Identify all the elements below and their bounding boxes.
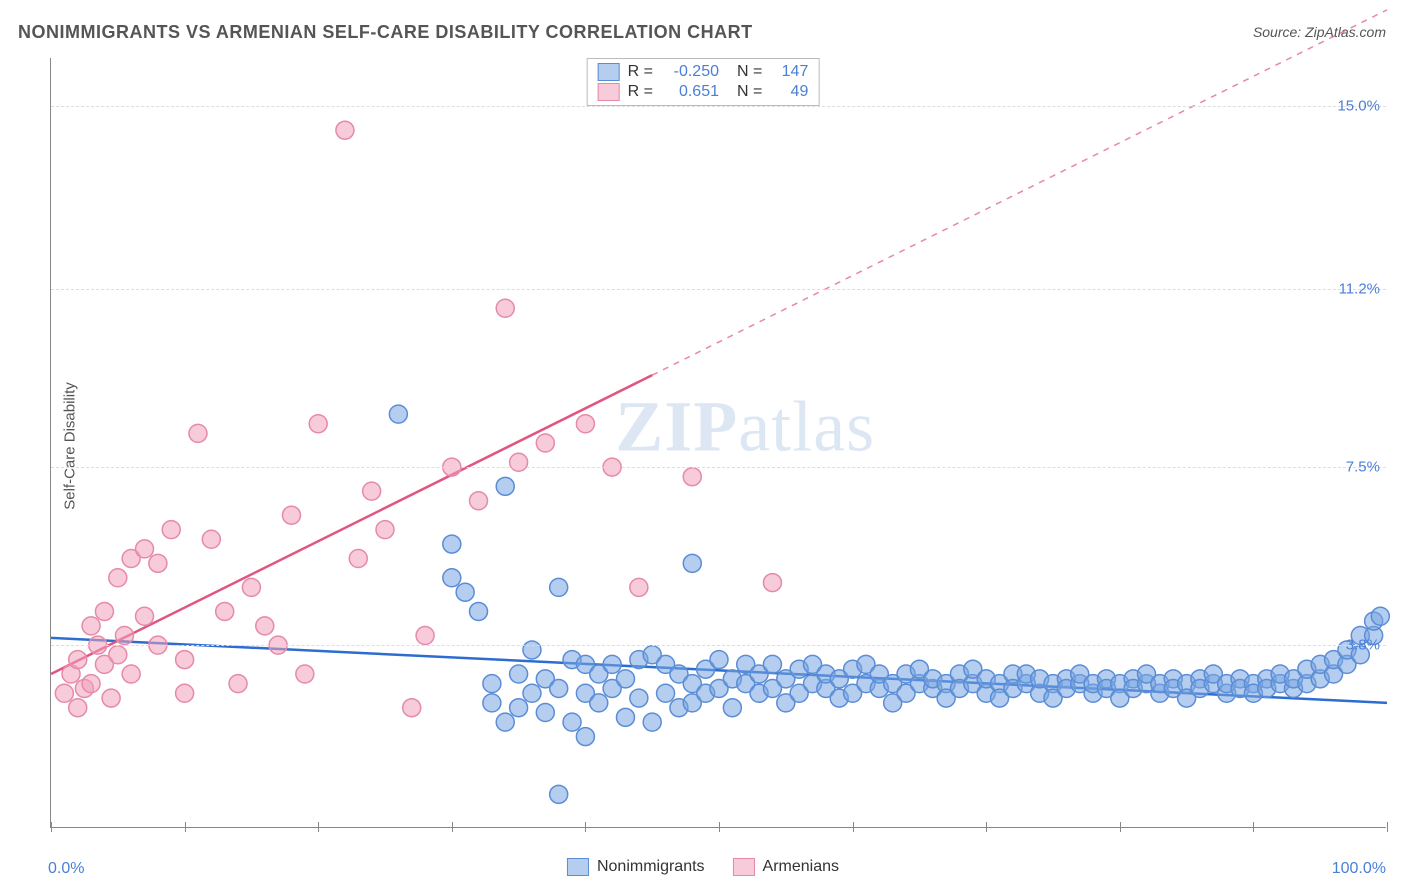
plot-area: ZIPatlas 3.8%7.5%11.2%15.0% — [50, 58, 1386, 828]
source-attribution: Source: ZipAtlas.com — [1253, 24, 1386, 40]
y-tick-label: 3.8% — [1346, 637, 1380, 654]
x-axis-max-label: 100.0% — [1332, 860, 1386, 878]
stats-r-value: -0.250 — [661, 63, 719, 81]
gridline — [51, 645, 1386, 646]
stats-n-value: 49 — [770, 83, 808, 101]
gridline — [51, 467, 1386, 468]
x-tick — [1253, 822, 1254, 832]
stats-legend-row: R = -0.250 N = 147 — [598, 63, 809, 81]
legend-swatch — [567, 858, 589, 876]
stats-r-label: R = — [628, 83, 653, 101]
plot-svg — [51, 58, 1386, 827]
x-tick — [585, 822, 586, 832]
x-tick — [986, 822, 987, 832]
legend-swatch — [598, 83, 620, 101]
stats-r-value: 0.651 — [661, 83, 719, 101]
y-tick-label: 7.5% — [1346, 459, 1380, 476]
stats-n-value: 147 — [770, 63, 808, 81]
stats-legend-row: R = 0.651 N = 49 — [598, 83, 809, 101]
bottom-legend-item: Armenians — [733, 858, 839, 876]
x-tick — [719, 822, 720, 832]
y-tick-label: 11.2% — [1339, 281, 1380, 298]
bottom-legend-item: Nonimmigrants — [567, 858, 705, 876]
legend-swatch — [598, 63, 620, 81]
y-tick-label: 15.0% — [1337, 98, 1380, 115]
legend-label: Armenians — [763, 858, 839, 876]
x-tick — [51, 822, 52, 832]
stats-n-label: N = — [737, 83, 762, 101]
gridline — [51, 289, 1386, 290]
gridline — [51, 106, 1386, 107]
x-tick — [1120, 822, 1121, 832]
legend-swatch — [733, 858, 755, 876]
bottom-legend: Nonimmigrants Armenians — [567, 858, 839, 876]
stats-n-label: N = — [737, 63, 762, 81]
stats-r-label: R = — [628, 63, 653, 81]
stats-legend: R = -0.250 N = 147 R = 0.651 N = 49 — [587, 58, 820, 106]
x-axis-min-label: 0.0% — [48, 860, 84, 878]
x-tick — [853, 822, 854, 832]
chart-title: NONIMMIGRANTS VS ARMENIAN SELF-CARE DISA… — [18, 22, 753, 43]
x-tick — [185, 822, 186, 832]
x-tick — [1387, 822, 1388, 832]
x-tick — [318, 822, 319, 832]
x-tick — [452, 822, 453, 832]
legend-label: Nonimmigrants — [597, 858, 705, 876]
chart-container: NONIMMIGRANTS VS ARMENIAN SELF-CARE DISA… — [0, 0, 1406, 892]
